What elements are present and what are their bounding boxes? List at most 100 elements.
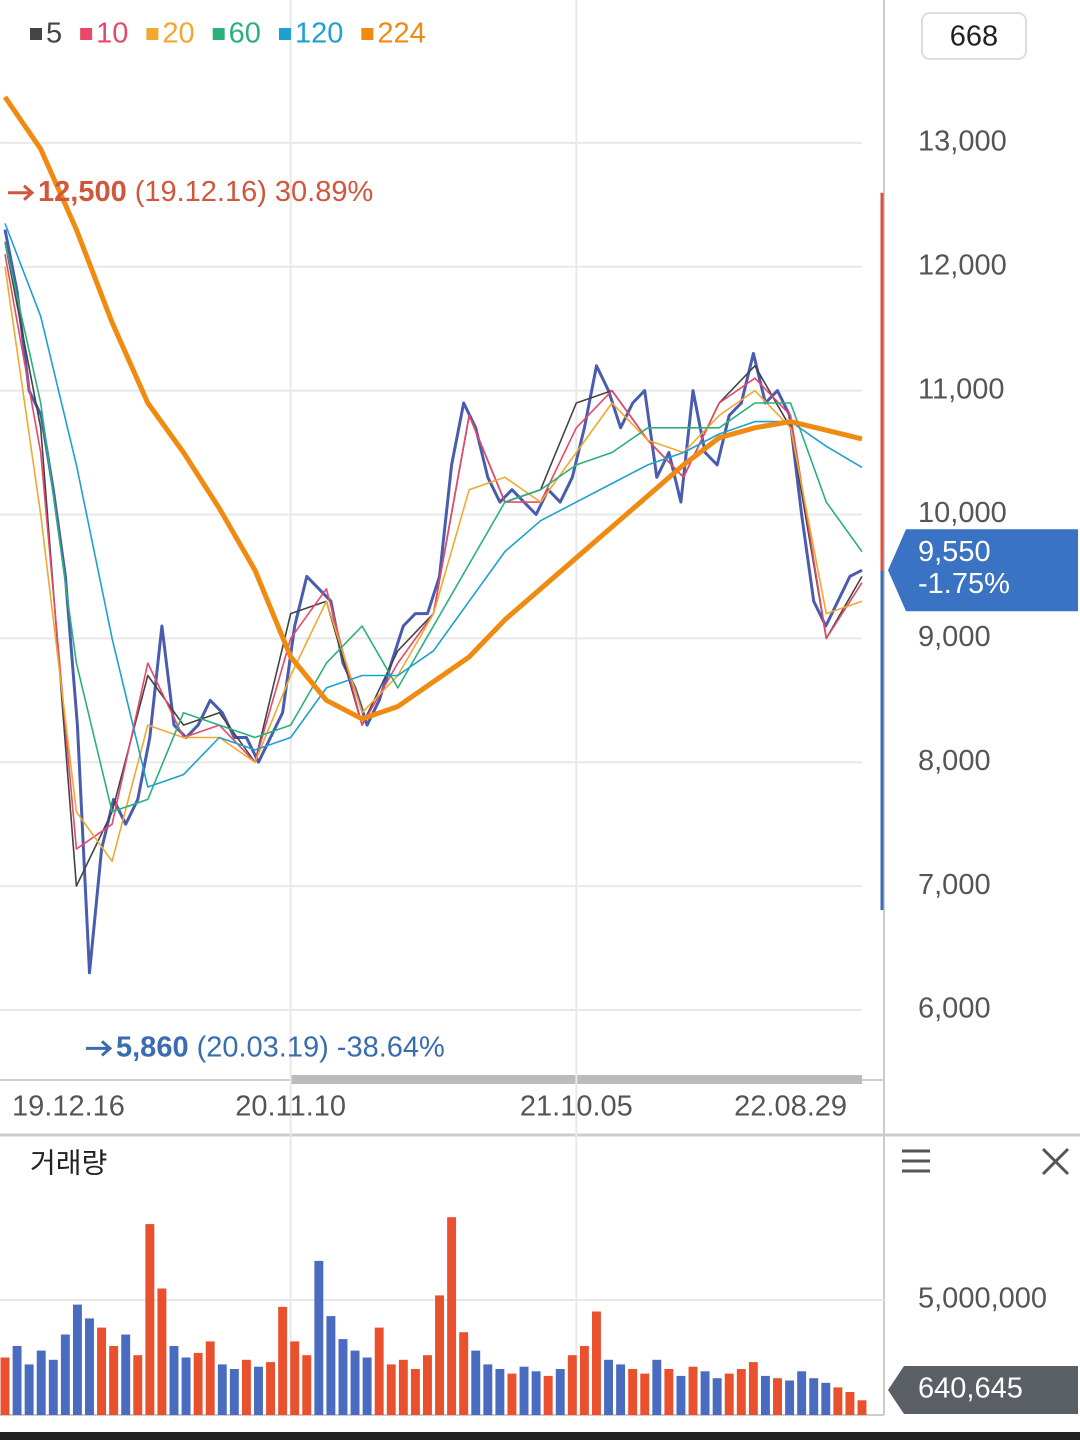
volume-bar	[338, 1339, 348, 1415]
y-tick-label: 6,000	[918, 993, 991, 1025]
legend-label: 60	[229, 18, 261, 50]
volume-bar	[217, 1364, 227, 1415]
volume-bar	[579, 1346, 589, 1415]
y-tick-label: 8,000	[918, 745, 991, 777]
volume-bar	[459, 1332, 469, 1415]
y-tick-label: 12,000	[918, 249, 1007, 281]
volume-bar	[809, 1378, 819, 1415]
volume-bar	[652, 1359, 662, 1415]
volume-bar	[483, 1364, 493, 1415]
high-label: 12,500	[38, 175, 127, 207]
high-change: 30.89%	[275, 175, 373, 207]
volume-bar	[748, 1362, 758, 1415]
low-annotation: 5,860 (20.03.19) -38.64%	[116, 1031, 445, 1063]
close-icon[interactable]	[1041, 1147, 1070, 1176]
volume-bar	[471, 1350, 481, 1415]
moving-average-line	[4, 241, 863, 813]
current-price-tag	[888, 529, 1078, 612]
volume-bar	[507, 1373, 517, 1415]
legend-swatch	[212, 28, 225, 40]
volume-bar	[121, 1334, 131, 1415]
volume-bar	[302, 1355, 312, 1415]
volume-bar	[254, 1366, 263, 1415]
volume-bar	[314, 1260, 324, 1415]
volume-bar	[543, 1375, 553, 1415]
volume-bar	[857, 1400, 867, 1415]
volume-bar	[531, 1371, 541, 1415]
legend-swatch	[278, 28, 291, 40]
legend-swatch	[80, 28, 93, 40]
y-tick-label: 7,000	[918, 869, 991, 901]
y-tick-label: 9,000	[918, 621, 991, 653]
legend-label: 20	[162, 18, 194, 50]
volume-bar	[169, 1346, 179, 1415]
volume-bar	[145, 1224, 155, 1415]
volume-bar	[821, 1382, 831, 1415]
high-date: (19.12.16)	[135, 175, 267, 207]
volume-bar	[326, 1316, 336, 1415]
x-tick-label: 22.08.29	[734, 1091, 847, 1123]
volume-bar	[797, 1371, 807, 1415]
high-annotation: 12,500 (19.12.16) 30.89%	[38, 175, 373, 207]
legend-label: 224	[377, 18, 425, 50]
bottom-bar	[0, 1432, 1080, 1440]
volume-bar	[241, 1359, 251, 1415]
volume-bar	[724, 1373, 734, 1415]
volume-tick-label: 5,000,000	[918, 1283, 1047, 1315]
moving-average-line	[4, 266, 863, 863]
low-arrow	[86, 1040, 113, 1057]
volume-bar	[447, 1217, 457, 1415]
volume-bar	[398, 1359, 408, 1415]
legend-swatch	[30, 28, 42, 40]
volume-bar	[157, 1288, 167, 1415]
volume-bar	[386, 1364, 396, 1415]
volume-bar	[374, 1327, 384, 1415]
legend-swatch	[361, 28, 374, 40]
volume-bar	[109, 1346, 119, 1415]
volume-bar	[676, 1375, 686, 1415]
x-tick-label: 20.11.10	[235, 1091, 346, 1123]
counter-box[interactable]	[921, 12, 1027, 60]
moving-average-line	[2, 95, 863, 722]
x-tick-label: 19.12.16	[12, 1091, 125, 1123]
volume-bar	[410, 1369, 420, 1415]
volume-bar	[362, 1357, 372, 1415]
volume-bar	[628, 1369, 638, 1415]
volume-bar	[604, 1359, 613, 1415]
legend-label: 120	[295, 18, 343, 50]
low-date: (20.03.19)	[197, 1031, 329, 1063]
volume-bar	[567, 1355, 577, 1415]
volume-bar	[845, 1392, 855, 1415]
volume-bar	[85, 1318, 94, 1415]
volume-bar	[181, 1357, 191, 1415]
volume-bar	[205, 1341, 215, 1415]
volume-bar	[0, 1357, 10, 1415]
legend-swatch	[146, 28, 159, 40]
volume-bar	[640, 1373, 650, 1415]
price-line	[3, 229, 863, 975]
menu-icon[interactable]	[902, 1149, 930, 1173]
current-change: -1.75%	[918, 568, 1010, 600]
volume-bar	[36, 1350, 46, 1415]
volume-bar	[664, 1369, 674, 1415]
volume-bar	[785, 1380, 795, 1415]
x-tick-label: 21.10.05	[520, 1091, 633, 1123]
volume-bar	[773, 1378, 782, 1415]
counter[interactable]: 668	[950, 21, 998, 53]
volume-current: 640,645	[918, 1373, 1023, 1405]
volume-bar	[24, 1364, 34, 1415]
volume-bar	[48, 1359, 58, 1415]
volume-bar	[193, 1352, 203, 1415]
volume-title: 거래량	[30, 1147, 107, 1178]
volume-current-tag	[888, 1366, 1078, 1414]
y-tick-label: 11,000	[918, 373, 1005, 405]
moving-average-line	[4, 223, 863, 788]
volume-bar	[133, 1355, 143, 1415]
volume-bar	[591, 1311, 601, 1415]
volume-bar	[712, 1378, 722, 1415]
volume-bar	[229, 1369, 239, 1415]
legend-label: 10	[96, 18, 128, 50]
volume-bar	[60, 1334, 70, 1415]
